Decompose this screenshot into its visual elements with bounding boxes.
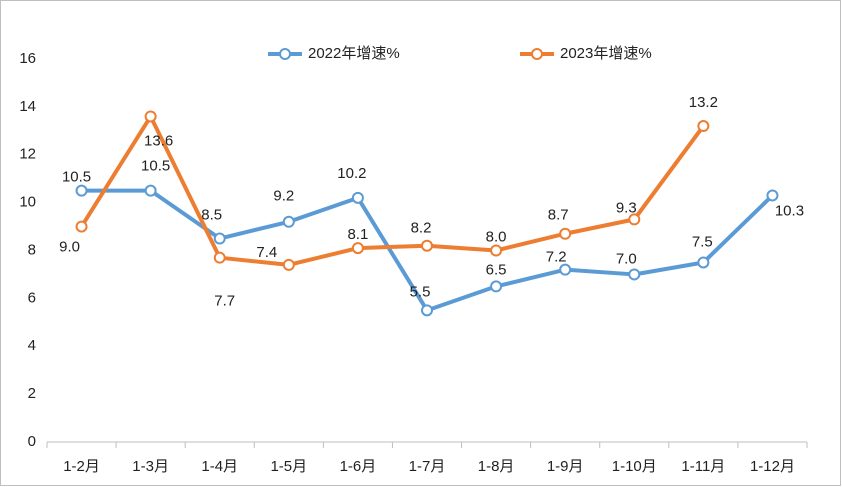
data-point bbox=[697, 120, 710, 133]
series-line bbox=[79, 114, 705, 267]
data-label: 13.6 bbox=[144, 132, 173, 149]
data-label: 8.5 bbox=[201, 207, 222, 224]
data-label: 8.0 bbox=[486, 228, 507, 245]
data-label: 10.2 bbox=[337, 165, 366, 182]
y-tick-label: 4 bbox=[28, 337, 36, 354]
data-label: 7.4 bbox=[256, 244, 277, 261]
legend-marker bbox=[279, 48, 291, 60]
data-point bbox=[559, 263, 572, 276]
data-point bbox=[559, 227, 572, 240]
data-label: 6.5 bbox=[486, 261, 507, 278]
data-label: 7.5 bbox=[692, 233, 713, 250]
data-point bbox=[628, 268, 641, 281]
data-label: 13.2 bbox=[689, 94, 718, 111]
x-tick-label: 1-2月 bbox=[63, 458, 100, 475]
data-point bbox=[421, 239, 433, 252]
data-label: 8.7 bbox=[548, 207, 569, 224]
data-point bbox=[490, 244, 503, 257]
x-tick-label: 1-3月 bbox=[132, 458, 169, 475]
data-point bbox=[697, 256, 710, 269]
data-point bbox=[766, 189, 779, 202]
data-point bbox=[144, 184, 157, 197]
y-tick-label: 8 bbox=[28, 241, 36, 258]
data-point bbox=[213, 232, 226, 245]
y-tick-label: 14 bbox=[19, 98, 36, 115]
data-point bbox=[213, 251, 226, 264]
data-label: 9.3 bbox=[616, 199, 637, 216]
data-label: 10.5 bbox=[141, 158, 170, 175]
x-tick-label: 1-12月 bbox=[750, 458, 795, 475]
data-label: 7.2 bbox=[546, 249, 567, 266]
data-point bbox=[351, 191, 364, 204]
y-tick-label: 2 bbox=[28, 385, 36, 402]
y-tick-label: 0 bbox=[28, 433, 36, 450]
x-tick-label: 1-7月 bbox=[409, 458, 446, 475]
data-label: 7.0 bbox=[616, 250, 637, 267]
data-point bbox=[628, 213, 641, 226]
y-tick-label: 16 bbox=[19, 50, 36, 67]
data-label: 8.2 bbox=[411, 220, 432, 237]
x-tick-label: 1-11月 bbox=[681, 458, 725, 475]
data-label: 10.3 bbox=[775, 202, 804, 219]
data-label: 8.1 bbox=[347, 226, 368, 243]
data-label: 5.5 bbox=[410, 283, 431, 300]
legend-label: 2023年增速% bbox=[560, 45, 652, 62]
y-tick-label: 10 bbox=[19, 194, 36, 211]
x-tick-label: 1-6月 bbox=[340, 458, 377, 475]
data-point bbox=[282, 215, 295, 228]
x-tick-label: 1-10月 bbox=[612, 458, 657, 475]
data-label: 9.0 bbox=[59, 239, 80, 256]
data-label: 7.7 bbox=[214, 293, 235, 310]
data-label: 9.2 bbox=[273, 188, 294, 205]
x-tick-label: 1-8月 bbox=[478, 458, 515, 475]
data-point bbox=[144, 110, 157, 123]
x-tick-label: 1-5月 bbox=[270, 458, 307, 475]
data-point bbox=[421, 304, 433, 317]
x-tick-label: 1-9月 bbox=[547, 458, 584, 475]
legend-label: 2022年增速% bbox=[308, 45, 400, 62]
data-point bbox=[75, 220, 88, 233]
legend-marker bbox=[531, 48, 543, 60]
data-label: 10.5 bbox=[62, 169, 91, 186]
y-tick-label: 12 bbox=[19, 146, 36, 163]
data-point bbox=[282, 258, 295, 271]
data-point bbox=[351, 242, 364, 255]
y-tick-label: 6 bbox=[28, 289, 36, 306]
data-point bbox=[490, 280, 503, 293]
x-tick-label: 1-4月 bbox=[201, 458, 238, 475]
data-point bbox=[75, 184, 88, 197]
